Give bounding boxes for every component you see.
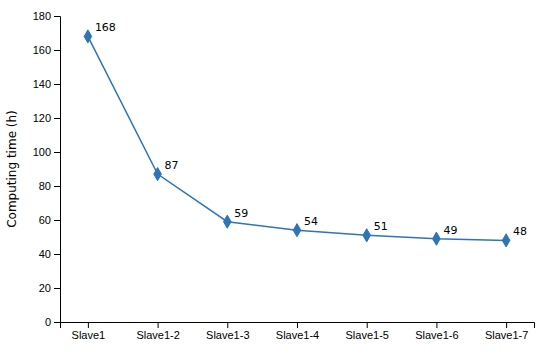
x-tick-label: Slave1-7: [485, 329, 528, 341]
marker: [433, 232, 441, 245]
x-tick-label: Slave1: [72, 329, 106, 341]
y-tick: 0: [45, 316, 60, 328]
x-tick: Slave1-5: [345, 322, 388, 341]
x-tick: Slave1-2: [136, 322, 179, 341]
marker: [154, 168, 162, 181]
y-tick-label: 60: [39, 214, 51, 226]
chart: Slave1 Slave1-2 Slave1-3 Slave1-4 Slave1-5 Sl…: [0, 0, 554, 354]
y-tick-label: 100: [33, 146, 51, 158]
x-tick: Slave1-4: [276, 322, 319, 341]
x-axis-line: [61, 323, 535, 329]
x-tick-label: Slave1-4: [276, 329, 319, 341]
data-label: 59: [234, 207, 248, 220]
data-label: 87: [165, 159, 179, 172]
x-tick-mark: [436, 322, 437, 328]
marker: [363, 229, 371, 242]
y-tick-mark: [54, 254, 60, 255]
x-tick: Slave1-6: [415, 322, 458, 341]
y-tick-label: 120: [33, 112, 51, 124]
x-tick: Slave1: [72, 322, 106, 341]
y-tick: 100: [33, 146, 60, 158]
y-tick-mark: [54, 220, 60, 221]
data-label: 54: [304, 215, 318, 228]
marker: [502, 234, 510, 247]
y-tick-label: 140: [33, 78, 51, 90]
y-tick-label: 180: [33, 10, 51, 22]
x-tick: Slave1-3: [206, 322, 249, 341]
y-tick-label: 160: [33, 44, 51, 56]
series: [84, 30, 510, 247]
marker: [293, 224, 301, 237]
x-tick-mark: [88, 322, 89, 328]
y-tick: 160: [33, 44, 60, 56]
y-tick-label: 80: [39, 180, 51, 192]
y-tick-label: 20: [39, 282, 51, 294]
x-tick-mark: [367, 322, 368, 328]
x-tick: Slave1-7: [485, 322, 528, 341]
y-axis: 0 20 40 60 80 100 120 140 160 180: [33, 10, 61, 328]
x-tick-label: Slave1-2: [136, 329, 179, 341]
x-tick-mark: [158, 322, 159, 328]
data-label: 51: [374, 220, 388, 233]
marker: [223, 215, 231, 228]
y-tick-mark: [54, 118, 60, 119]
y-axis-title: Computing time (h): [5, 110, 19, 228]
x-tick-mark: [227, 322, 228, 328]
y-tick-mark: [54, 288, 60, 289]
x-tick-mark: [297, 322, 298, 328]
y-tick-mark: [54, 152, 60, 153]
y-tick: 40: [39, 248, 60, 260]
x-tick-label: Slave1-5: [345, 329, 388, 341]
data-label: 48: [513, 225, 527, 238]
y-tick-label: 40: [39, 248, 51, 260]
y-tick: 20: [39, 282, 60, 294]
y-tick: 80: [39, 180, 60, 192]
y-tick-label: 0: [45, 316, 51, 328]
marker: [84, 30, 92, 43]
y-tick-mark: [54, 50, 60, 51]
y-tick-mark: [54, 84, 60, 85]
y-tick: 120: [33, 112, 60, 124]
y-tick-mark: [54, 322, 60, 323]
plot-area: Slave1 Slave1-2 Slave1-3 Slave1-4 Slave1-5 Sl…: [33, 10, 535, 341]
y-tick: 180: [33, 10, 60, 22]
y-tick-mark: [54, 186, 60, 187]
y-axis-line: [54, 17, 61, 323]
data-label: 49: [443, 224, 457, 237]
data-label: 168: [95, 21, 116, 34]
y-tick: 60: [39, 214, 60, 226]
x-tick-label: Slave1-6: [415, 329, 458, 341]
data-labels: 168 87 59 54 51 49 48: [95, 21, 527, 238]
line: [88, 36, 506, 240]
x-tick-mark: [506, 322, 507, 328]
y-tick: 140: [33, 78, 60, 90]
x-tick-label: Slave1-3: [206, 329, 249, 341]
y-tick-mark: [54, 16, 60, 17]
x-axis: Slave1 Slave1-2 Slave1-3 Slave1-4 Slave1-5 Sl…: [61, 322, 535, 341]
